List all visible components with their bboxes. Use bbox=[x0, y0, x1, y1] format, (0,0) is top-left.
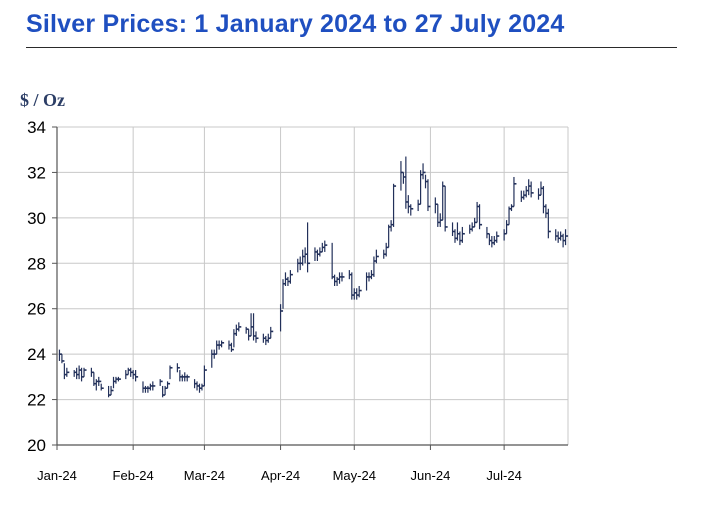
price-bar bbox=[110, 385, 114, 396]
price-bar bbox=[392, 183, 397, 227]
price-bar bbox=[270, 326, 274, 339]
price-bar bbox=[410, 204, 414, 216]
price-bars bbox=[58, 156, 569, 398]
y-axis-unit-label: $ / Oz bbox=[20, 90, 65, 110]
price-bar bbox=[61, 354, 65, 364]
x-tick-labels: Jan-24 Feb-24 Mar-24 Apr-24 May-24 Jun-24 Jul-… bbox=[37, 468, 522, 483]
price-bar bbox=[331, 242, 335, 280]
price-bar bbox=[289, 270, 293, 284]
price-bar bbox=[98, 376, 102, 386]
y-tick-label: 34 bbox=[27, 118, 46, 137]
price-bar bbox=[496, 231, 500, 243]
price-bar bbox=[203, 365, 207, 386]
y-tick-label: 30 bbox=[27, 209, 46, 228]
price-bar bbox=[255, 331, 259, 343]
price-bar bbox=[66, 367, 70, 377]
grid-lines bbox=[56, 126, 569, 446]
price-bar bbox=[238, 322, 242, 332]
x-tick-label: Jun-24 bbox=[411, 468, 451, 483]
x-tick-label: Mar-24 bbox=[184, 468, 225, 483]
price-bar bbox=[444, 186, 448, 232]
price-bar bbox=[230, 342, 234, 352]
price-bar bbox=[176, 363, 180, 373]
chart-title: Silver Prices: 1 January 2024 to 27 July… bbox=[26, 10, 565, 38]
price-bar bbox=[461, 226, 465, 243]
price-bar bbox=[152, 381, 156, 391]
y-tick-label: 22 bbox=[27, 391, 46, 410]
price-bar bbox=[221, 340, 225, 348]
x-tick-label: Jan-24 bbox=[37, 468, 77, 483]
price-bar bbox=[358, 286, 362, 298]
price-bar bbox=[422, 163, 426, 180]
price-bar bbox=[135, 370, 139, 382]
y-tick-label: 24 bbox=[27, 345, 46, 364]
x-tick-label: Feb-24 bbox=[113, 468, 154, 483]
y-tick-label: 28 bbox=[27, 254, 46, 273]
y-tick-label: 20 bbox=[27, 436, 46, 455]
price-bar bbox=[279, 304, 284, 332]
y-tick-label: 32 bbox=[27, 163, 46, 182]
price-bar bbox=[83, 367, 87, 377]
title-underline bbox=[26, 47, 677, 48]
price-bar bbox=[547, 208, 551, 239]
price-bar bbox=[324, 240, 328, 252]
price-bar bbox=[166, 381, 171, 389]
price-bar bbox=[564, 229, 569, 246]
price-bar bbox=[341, 272, 345, 282]
price-bar bbox=[169, 365, 173, 380]
price-bar bbox=[478, 204, 483, 230]
price-bar bbox=[117, 376, 121, 382]
axes bbox=[52, 126, 568, 450]
price-bar bbox=[427, 179, 431, 212]
price-bar bbox=[159, 379, 163, 386]
y-tick-labels: 20 22 24 26 28 30 32 34 bbox=[27, 118, 46, 455]
price-bar bbox=[306, 222, 311, 273]
price-bar bbox=[530, 181, 534, 198]
price-bar bbox=[375, 249, 379, 264]
x-tick-label: Apr-24 bbox=[261, 468, 300, 483]
y-tick-label: 26 bbox=[27, 300, 46, 319]
price-bar bbox=[186, 374, 190, 382]
price-bar bbox=[513, 176, 517, 207]
price-bar bbox=[100, 383, 104, 391]
x-tick-label: May-24 bbox=[333, 468, 376, 483]
x-tick-label: Jul-24 bbox=[486, 468, 521, 483]
